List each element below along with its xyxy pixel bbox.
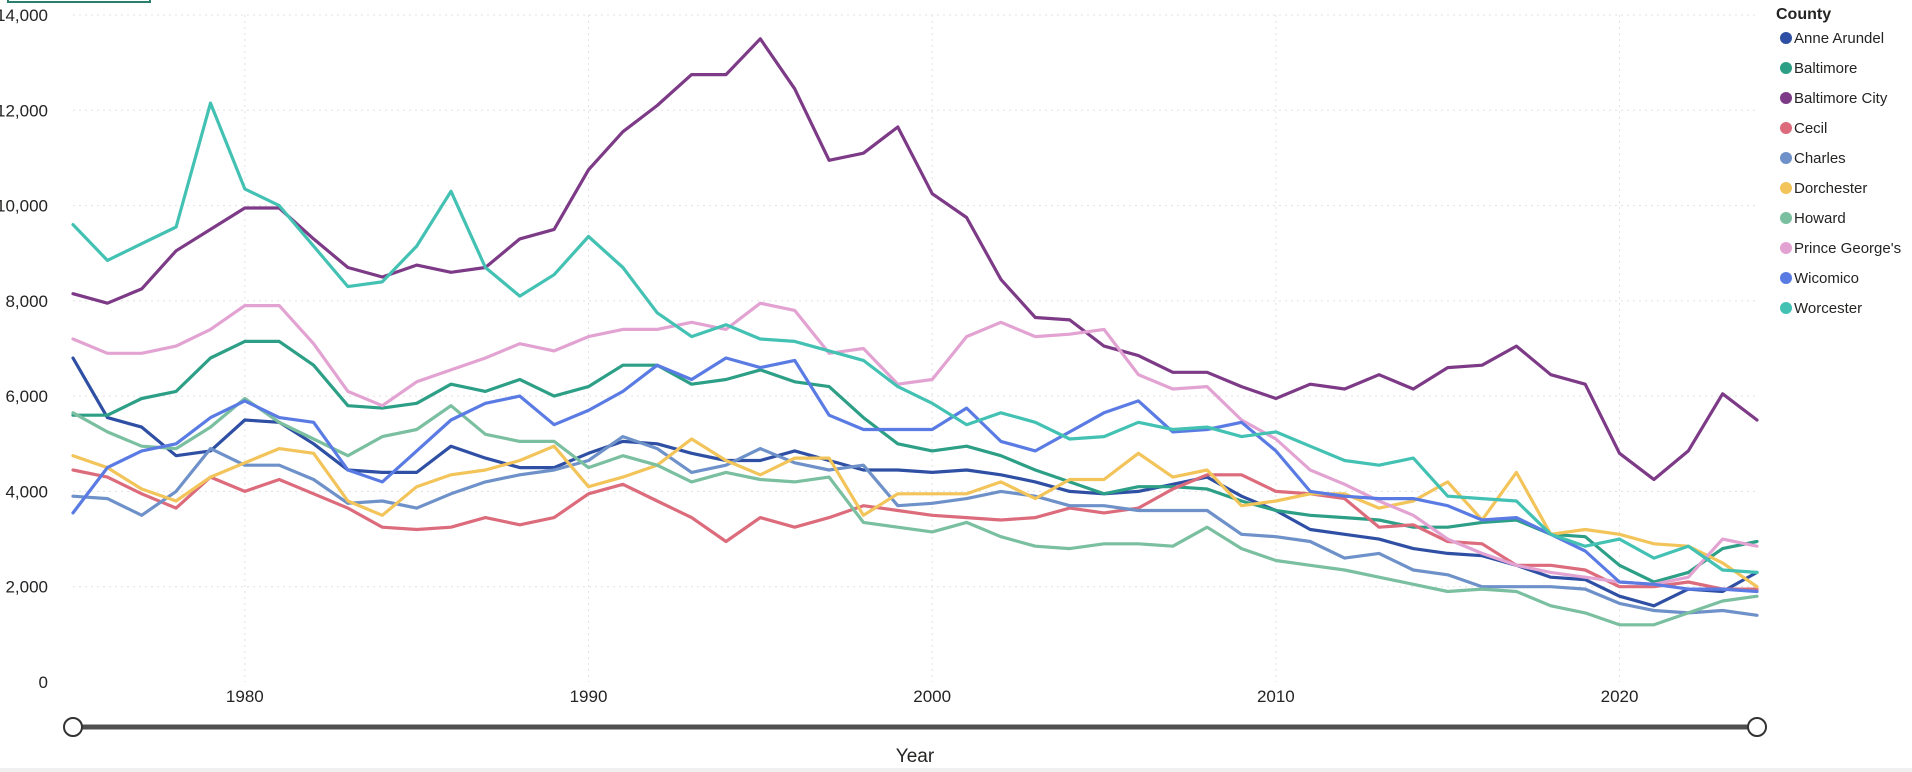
x-tick-label: 2020 bbox=[1601, 687, 1639, 706]
x-tick-label: 1990 bbox=[570, 687, 608, 706]
series-line-worcester[interactable] bbox=[71, 101, 1759, 575]
legend-item-prince-george-s[interactable]: Prince George's bbox=[1780, 240, 1901, 257]
x-tick-label: 2000 bbox=[913, 687, 951, 706]
legend-title: County bbox=[1776, 6, 1831, 23]
legend-marker bbox=[1780, 92, 1792, 104]
y-tick-label: 14,000 bbox=[0, 6, 48, 25]
series-line-dorchester[interactable] bbox=[71, 437, 1759, 589]
y-axis-ticks: 0 2,000 4,000 6,000 8,000 10,000 12,000 14,000 bbox=[0, 6, 48, 692]
series-line-baltimore-city[interactable] bbox=[71, 37, 1759, 482]
series-line-cecil[interactable] bbox=[71, 468, 1759, 591]
legend: County Anne Arundel Baltimore Baltimore Ci… bbox=[1776, 6, 1901, 317]
legend-marker bbox=[1780, 302, 1792, 314]
legend-label: Anne Arundel bbox=[1794, 30, 1884, 47]
y-tick-label: 2,000 bbox=[5, 578, 48, 597]
series-line-wicomico[interactable] bbox=[71, 356, 1759, 594]
legend-marker bbox=[1780, 152, 1792, 164]
legend-marker bbox=[1780, 242, 1792, 254]
legend-label: Howard bbox=[1794, 210, 1846, 227]
legend-marker bbox=[1780, 32, 1792, 44]
year-range-slider[interactable] bbox=[63, 717, 1767, 737]
slider-end-handle[interactable] bbox=[1747, 717, 1767, 737]
legend-item-anne-arundel[interactable]: Anne Arundel bbox=[1780, 30, 1884, 47]
y-tick-label: 4,000 bbox=[5, 482, 48, 501]
x-tick-label: 2010 bbox=[1257, 687, 1295, 706]
legend-item-wicomico[interactable]: Wicomico bbox=[1780, 270, 1859, 287]
y-tick-label: 6,000 bbox=[5, 387, 48, 406]
slider-start-handle[interactable] bbox=[63, 717, 83, 737]
legend-item-dorchester[interactable]: Dorchester bbox=[1780, 180, 1867, 197]
legend-marker bbox=[1780, 212, 1792, 224]
y-tick-label: 12,000 bbox=[0, 101, 48, 120]
legend-label: Charles bbox=[1794, 150, 1846, 167]
y-tick-label: 8,000 bbox=[5, 292, 48, 311]
filter-box-edge[interactable] bbox=[7, 0, 151, 3]
legend-item-cecil[interactable]: Cecil bbox=[1780, 120, 1827, 137]
y-tick-label: 10,000 bbox=[0, 197, 48, 216]
legend-marker bbox=[1780, 122, 1792, 134]
legend-label: Baltimore bbox=[1794, 60, 1857, 77]
legend-item-worcester[interactable]: Worcester bbox=[1780, 300, 1862, 317]
x-axis-title: Year bbox=[896, 746, 935, 767]
legend-label: Prince George's bbox=[1794, 240, 1901, 257]
legend-item-baltimore-city[interactable]: Baltimore City bbox=[1780, 90, 1888, 107]
legend-marker bbox=[1780, 272, 1792, 284]
series-line-baltimore[interactable] bbox=[71, 339, 1759, 584]
legend-label: Baltimore City bbox=[1794, 90, 1888, 107]
x-tick-label: 1980 bbox=[226, 687, 264, 706]
legend-label: Dorchester bbox=[1794, 180, 1867, 197]
bottom-bar bbox=[0, 768, 1912, 772]
gridlines bbox=[73, 14, 1757, 682]
legend-label: Cecil bbox=[1794, 120, 1827, 137]
legend-item-charles[interactable]: Charles bbox=[1780, 150, 1846, 167]
legend-item-baltimore[interactable]: Baltimore bbox=[1780, 60, 1857, 77]
series-line-prince-george-s[interactable] bbox=[71, 301, 1759, 586]
legend-item-howard[interactable]: Howard bbox=[1780, 210, 1846, 227]
series-lines bbox=[71, 37, 1759, 627]
series-line-howard[interactable] bbox=[71, 396, 1759, 627]
x-axis-ticks: 1980 1990 2000 2010 2020 bbox=[226, 687, 1639, 706]
legend-marker bbox=[1780, 182, 1792, 194]
legend-label: Worcester bbox=[1794, 300, 1862, 317]
legend-marker bbox=[1780, 62, 1792, 74]
y-tick-label: 0 bbox=[39, 673, 48, 692]
legend-label: Wicomico bbox=[1794, 270, 1859, 287]
series-line-charles[interactable] bbox=[71, 435, 1759, 617]
